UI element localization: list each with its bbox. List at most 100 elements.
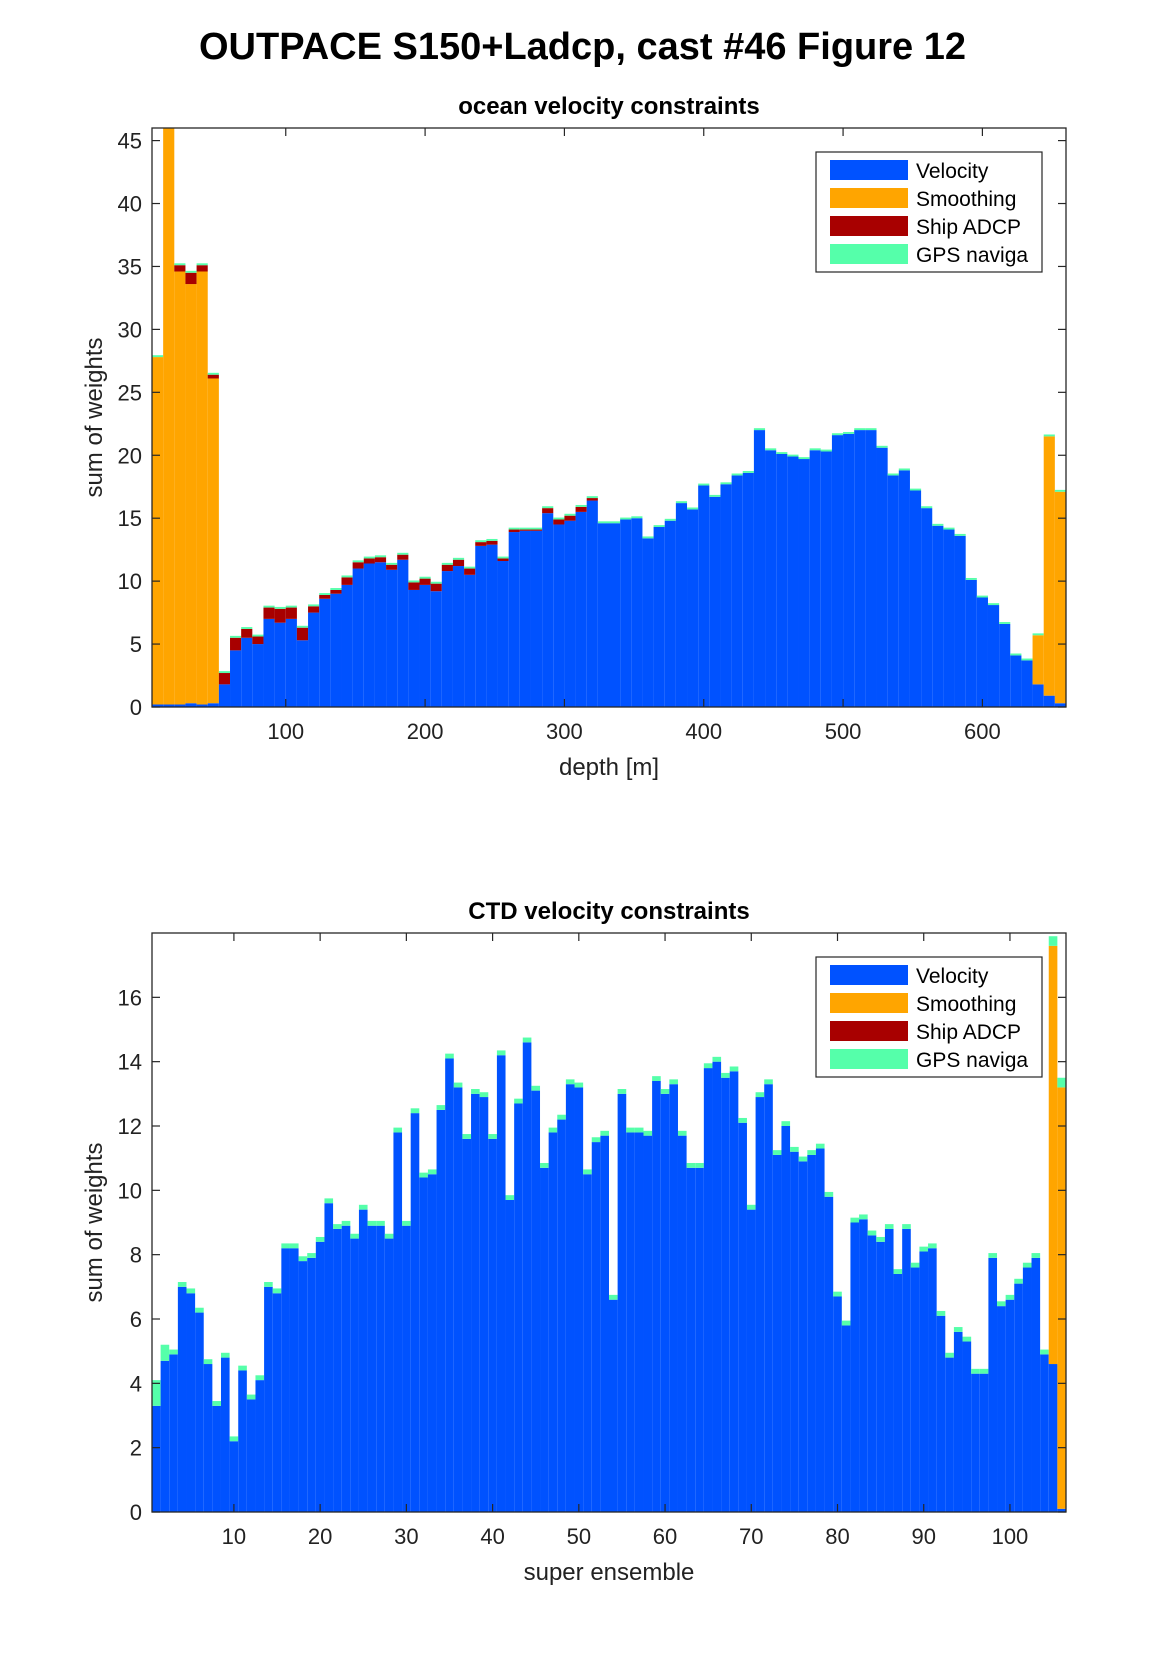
ocean-bar-gps-naviga (218, 671, 231, 674)
ocean-bar-gps-naviga (709, 494, 721, 497)
ctd-bar-velocity (453, 1087, 463, 1512)
ctd-bar-velocity (203, 1364, 213, 1512)
ocean-bar-gps-naviga (865, 428, 877, 431)
ctd-bar-gps-naviga (333, 1224, 342, 1229)
ocean-bar-ship-adcp (352, 562, 364, 569)
ocean-bar-gps-naviga (274, 606, 286, 609)
ctd-ytick-label: 6 (130, 1307, 142, 1332)
ctd-velocity-chart: 10 20 30 40 50 60 70 80 90 100 0 2 4 6 8 10 12 14 16 CTD ve… (81, 898, 1067, 1586)
ctd-bar-gps-naviga (1040, 1349, 1049, 1355)
ocean-bar-velocity (765, 450, 777, 707)
ctd-bar-velocity (522, 1042, 532, 1512)
ocean-bar-velocity (196, 704, 208, 707)
ocean-bar-velocity (1032, 684, 1044, 707)
ctd-ytick-label: 4 (130, 1371, 142, 1396)
ctd-bar-gps-naviga (358, 1204, 368, 1210)
ocean-bar-velocity (642, 538, 654, 707)
ctd-bar-velocity (652, 1080, 661, 1512)
ctd-bar-velocity (781, 1126, 791, 1512)
ocean-bar-velocity (319, 598, 331, 707)
ctd-xtick-label: 50 (567, 1524, 591, 1549)
ctd-bar-gps-naviga (574, 1082, 584, 1088)
ctd-bar-gps-naviga (919, 1246, 929, 1252)
ctd-bar-gps-naviga (824, 1191, 834, 1197)
ocean-bar-velocity (954, 535, 966, 707)
ctd-bar-gps-naviga (686, 1162, 696, 1168)
ocean-bar-gps-naviga (296, 625, 309, 628)
ocean-bar-gps-naviga (230, 635, 242, 638)
ocean-bar-velocity (475, 545, 487, 707)
ocean-bar-ship-adcp (575, 506, 587, 512)
ocean-bar-gps-naviga (876, 445, 888, 448)
ocean-bar-velocity (943, 529, 955, 707)
ocean-bar-ship-adcp (508, 529, 520, 533)
ctd-bar-gps-naviga (600, 1130, 609, 1136)
ocean-legend-swatch (830, 188, 908, 208)
ctd-bar-gps-naviga (272, 1288, 282, 1294)
ctd-bar-velocity (910, 1267, 920, 1512)
ctd-bar-gps-naviga (617, 1089, 627, 1094)
ctd-bar-gps-naviga (1057, 1077, 1066, 1088)
ocean-bar-gps-naviga (308, 604, 320, 607)
ctd-bar-gps-naviga (229, 1436, 239, 1442)
ctd-bar-gps-naviga (496, 1050, 506, 1056)
ctd-bar-gps-naviga (479, 1092, 489, 1098)
ocean-bar-gps-naviga (564, 513, 576, 516)
ocean-bar-velocity (508, 532, 520, 707)
ocean-ytick-label: 40 (118, 192, 142, 217)
ocean-bar-ship-adcp (530, 529, 543, 531)
ctd-bar-velocity (764, 1084, 773, 1512)
ctd-bar-velocity (1005, 1299, 1015, 1512)
ocean-bar-velocity (687, 509, 699, 707)
ctd-bar-gps-naviga (738, 1117, 747, 1123)
ocean-bar-ship-adcp (386, 564, 398, 570)
ctd-xtick-label: 30 (394, 1524, 418, 1549)
ocean-bar-velocity (152, 704, 164, 707)
ocean-bar-gps-naviga (976, 595, 988, 598)
ocean-bar-gps-naviga (1010, 653, 1022, 656)
ocean-bar-smoothing (196, 271, 208, 705)
ocean-bar-smoothing (163, 128, 175, 705)
ctd-bar-velocity (850, 1222, 860, 1512)
ctd-ytick-label: 10 (118, 1178, 142, 1203)
ctd-bar-velocity (367, 1225, 377, 1512)
ctd-legend-label: Smoothing (916, 993, 1016, 1016)
ctd-bar-velocity (609, 1299, 618, 1512)
ctd-xtick-label: 80 (825, 1524, 849, 1549)
ctd-bar-velocity (195, 1312, 204, 1512)
ctd-bar-gps-naviga (815, 1143, 825, 1149)
ocean-bar-velocity (999, 623, 1011, 707)
ctd-bar-gps-naviga (203, 1359, 213, 1365)
ocean-bar-gps-naviga (252, 634, 264, 637)
ctd-bar-velocity (824, 1196, 834, 1512)
ocean-bar-gps-naviga (152, 355, 164, 358)
ctd-xtick-label: 100 (992, 1524, 1029, 1549)
ocean-bar-velocity (1043, 695, 1055, 707)
ctd-bar-gps-naviga (436, 1105, 446, 1110)
ocean-bar-ship-adcp (519, 529, 531, 531)
ctd-bar-gps-naviga (910, 1262, 920, 1268)
ctd-bar-gps-naviga (902, 1224, 911, 1229)
ocean-ytick-label: 0 (130, 695, 142, 720)
ocean-bar-gps-naviga (698, 483, 710, 486)
ctd-bar-gps-naviga (324, 1198, 334, 1204)
ctd-legend-swatch (830, 1049, 908, 1069)
ctd-bar-smoothing (1048, 945, 1058, 1365)
ctd-bar-gps-naviga (548, 1127, 558, 1133)
ctd-bar-gps-naviga (772, 1150, 782, 1155)
ctd-bar-velocity (626, 1132, 635, 1512)
ocean-bar-gps-naviga (921, 506, 933, 509)
ctd-bar-velocity (540, 1167, 549, 1512)
ctd-bar-velocity (402, 1225, 411, 1512)
ctd-bar-velocity (410, 1113, 420, 1512)
ctd-bar-gps-naviga (341, 1220, 351, 1226)
ctd-legend-label: GPS naviga (916, 1049, 1028, 1072)
ocean-bar-velocity (230, 650, 242, 707)
ctd-bar-velocity (565, 1084, 575, 1512)
ocean-bar-velocity (854, 430, 866, 707)
ctd-bar-velocity (514, 1103, 523, 1512)
ocean-bar-velocity (843, 433, 855, 707)
ocean-bar-velocity (1021, 660, 1033, 707)
ocean-legend-label: Smoothing (916, 188, 1016, 211)
ocean-ytick-label: 10 (118, 569, 142, 594)
